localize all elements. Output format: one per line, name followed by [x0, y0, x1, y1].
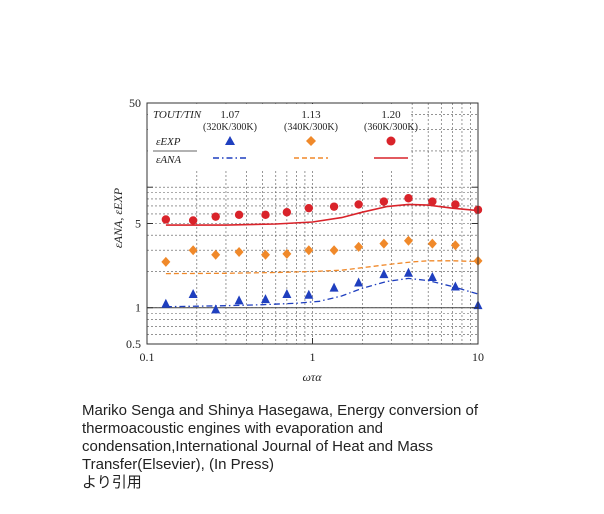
exp-point-triangle	[282, 288, 292, 298]
exp-point-diamond	[188, 245, 198, 256]
exp-point-diamond	[260, 249, 270, 260]
exp-point-triangle	[304, 289, 314, 299]
exp-point-diamond	[427, 238, 437, 249]
exp-point-circle	[211, 212, 220, 221]
y-tick-label: 5	[135, 217, 141, 231]
legend-ratio-3: 1.20	[381, 109, 401, 121]
exp-point-triangle	[188, 288, 198, 298]
exp-point-triangle	[211, 304, 221, 314]
exp-point-triangle	[379, 269, 389, 279]
exp-point-triangle	[427, 271, 437, 281]
legend-box	[148, 104, 409, 170]
exp-point-circle	[451, 200, 460, 209]
exp-point-diamond	[234, 247, 244, 258]
exp-point-circle	[428, 197, 437, 206]
exp-point-circle	[304, 203, 314, 213]
exp-point-diamond	[379, 238, 389, 249]
exp-point-circle	[282, 208, 292, 217]
legend-temps-2: (340K/300K)	[284, 122, 338, 133]
y-tick-label: 50	[129, 96, 141, 110]
x-tick-label: 1	[310, 350, 316, 364]
experiment-markers	[161, 194, 483, 314]
legend-triangle-marker	[225, 136, 235, 145]
caption-line: Mariko Senga and Shinya Hasegawa, Energy…	[82, 402, 479, 419]
exp-point-circle	[354, 200, 363, 209]
exp-point-triangle	[260, 294, 270, 304]
caption-line: thermoacoustic engines with evaporation …	[82, 420, 384, 437]
legend: TOUT/TIN εEXP εANA 1.07 (320K/300K) 1.13…	[148, 104, 418, 170]
exp-point-circle	[188, 216, 198, 225]
exp-point-circle	[234, 210, 244, 220]
exp-point-circle	[161, 215, 171, 224]
exp-point-diamond	[403, 235, 413, 246]
exp-point-circle	[329, 202, 339, 211]
legend-ana-label: εANA	[156, 154, 181, 166]
exp-point-diamond	[304, 245, 314, 256]
legend-exp-label: εEXP	[156, 136, 181, 148]
legend-ratio-2: 1.13	[301, 109, 321, 121]
exp-point-diamond	[282, 248, 292, 259]
citation-caption: Mariko Senga and Shinya Hasegawa, Energy…	[82, 402, 562, 492]
legend-temps-1: (320K/300K)	[203, 122, 257, 133]
caption-line: Transfer(Elsevier), (In Press)	[82, 456, 274, 473]
analysis-line-1-13	[165, 260, 479, 275]
exp-point-circle	[261, 210, 270, 220]
exp-point-diamond	[161, 256, 171, 267]
y-axis-label: εANA, εEXP	[111, 187, 125, 248]
legend-temps-3: (360K/300K)	[364, 122, 418, 133]
caption-line: condensation,International Journal of He…	[82, 438, 434, 455]
legend-circle-marker	[386, 136, 396, 146]
x-tick-label: 0.1	[140, 350, 155, 364]
exp-point-triangle	[403, 267, 413, 277]
chart-figure: 0.5 1 5 50 0.1 1 10 ωτα εANA, εEXP TOUT/…	[111, 96, 484, 384]
x-tick-label: 10	[472, 350, 484, 364]
exp-point-diamond	[211, 249, 221, 260]
exp-point-diamond	[450, 240, 460, 251]
exp-point-triangle	[450, 281, 460, 291]
exp-point-triangle	[329, 282, 339, 292]
caption-line: より引用	[82, 474, 142, 491]
exp-point-circle	[379, 197, 389, 206]
legend-ratio-1: 1.07	[220, 109, 240, 121]
legend-diamond-marker	[306, 136, 316, 146]
exp-point-triangle	[161, 298, 171, 308]
x-axis-label: ωτα	[302, 370, 322, 384]
exp-point-circle	[404, 194, 413, 203]
analysis-line-1-20	[165, 203, 479, 226]
exp-point-diamond	[329, 245, 339, 256]
axis-ticks	[146, 102, 479, 345]
legend-header: TOUT/TIN	[153, 109, 202, 121]
y-tick-label: 1	[135, 301, 141, 315]
exp-point-diamond	[354, 241, 364, 252]
exp-point-triangle	[234, 295, 244, 305]
y-tick-label: 0.5	[126, 337, 141, 351]
exp-point-triangle	[354, 277, 364, 287]
